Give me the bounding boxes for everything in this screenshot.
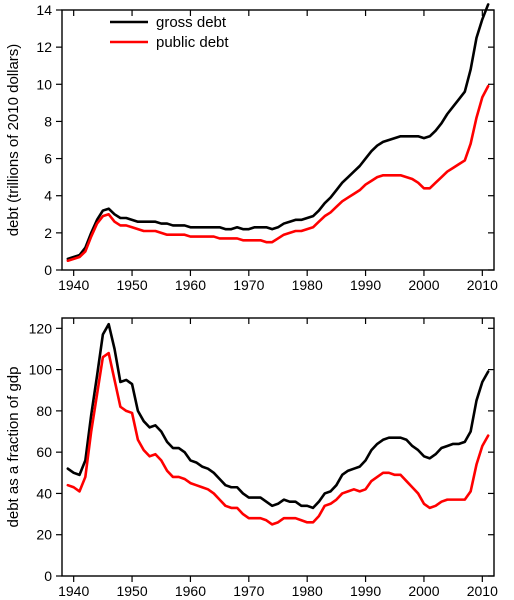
svg-text:1960: 1960 — [175, 277, 206, 293]
svg-text:1980: 1980 — [292, 277, 323, 293]
svg-text:1940: 1940 — [58, 583, 89, 599]
legend-label: gross debt — [156, 14, 227, 31]
series-public_debt — [68, 86, 488, 261]
svg-text:12: 12 — [36, 39, 52, 55]
svg-text:1980: 1980 — [292, 583, 323, 599]
svg-text:2000: 2000 — [408, 583, 439, 599]
svg-text:debt (trillions of 2010 dollar: debt (trillions of 2010 dollars) — [5, 44, 22, 237]
svg-text:2010: 2010 — [467, 583, 498, 599]
chart-canvas: 1940195019601970198019902000201002468101… — [0, 0, 514, 600]
svg-text:1990: 1990 — [350, 583, 381, 599]
svg-text:6: 6 — [44, 151, 52, 167]
svg-text:2010: 2010 — [467, 277, 498, 293]
svg-text:10: 10 — [36, 76, 52, 92]
svg-text:80: 80 — [36, 403, 52, 419]
svg-text:1950: 1950 — [116, 277, 147, 293]
svg-text:1950: 1950 — [116, 583, 147, 599]
svg-text:debt as a fraction of gdp: debt as a fraction of gdp — [5, 367, 22, 528]
svg-text:14: 14 — [36, 2, 52, 18]
series-public_debt_gdp — [68, 353, 488, 524]
series-gross_debt_gdp — [68, 324, 488, 508]
svg-text:2: 2 — [44, 225, 52, 241]
svg-text:40: 40 — [36, 485, 52, 501]
svg-text:1960: 1960 — [175, 583, 206, 599]
svg-text:0: 0 — [44, 262, 52, 278]
svg-text:20: 20 — [36, 527, 52, 543]
svg-text:120: 120 — [29, 320, 53, 336]
svg-text:1940: 1940 — [58, 277, 89, 293]
svg-text:1990: 1990 — [350, 277, 381, 293]
svg-text:1970: 1970 — [233, 277, 264, 293]
svg-text:2000: 2000 — [408, 277, 439, 293]
svg-text:1970: 1970 — [233, 583, 264, 599]
svg-text:4: 4 — [44, 188, 52, 204]
legend-label: public debt — [156, 34, 229, 51]
chart-svg: 1940195019601970198019902000201002468101… — [0, 0, 514, 600]
svg-text:100: 100 — [29, 362, 53, 378]
svg-text:60: 60 — [36, 444, 52, 460]
svg-text:0: 0 — [44, 568, 52, 584]
svg-text:8: 8 — [44, 113, 52, 129]
